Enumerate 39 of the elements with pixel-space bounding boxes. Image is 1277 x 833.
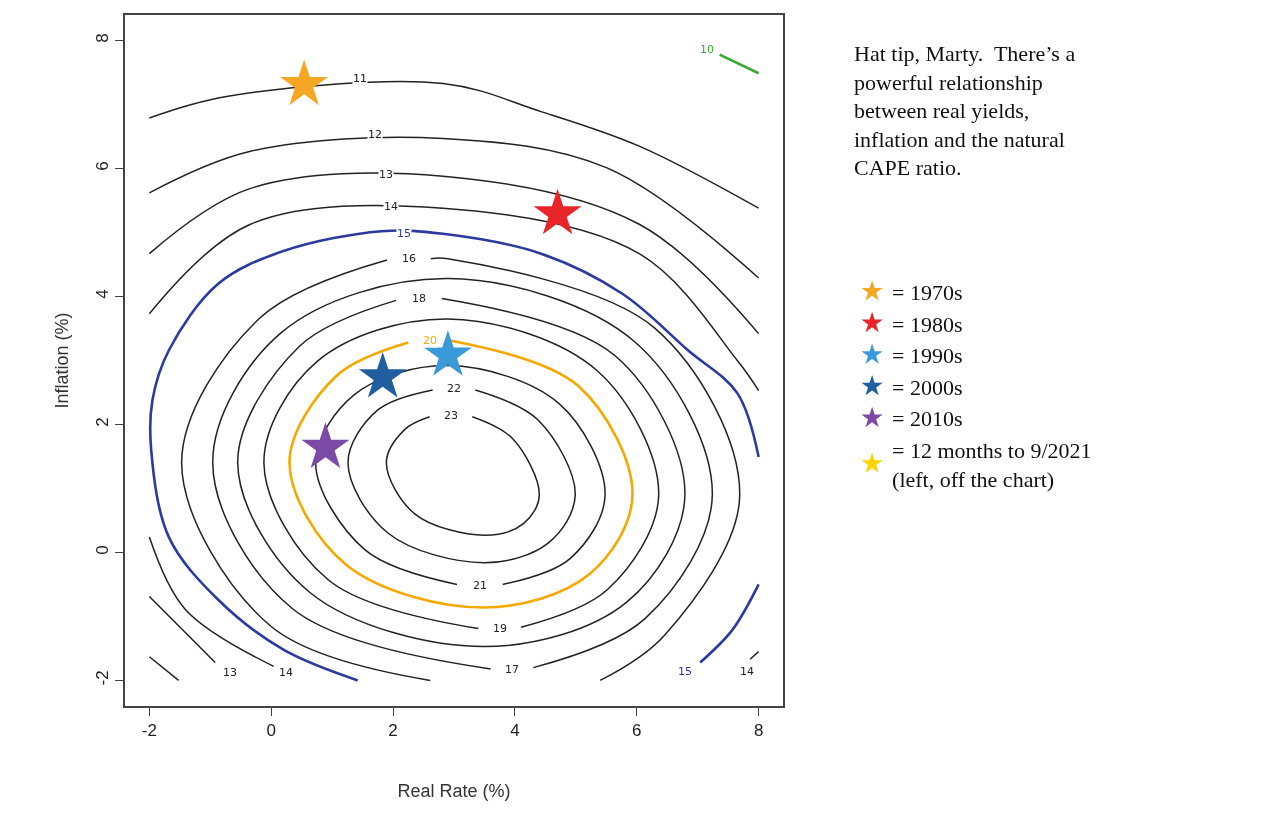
y-tick-label: 6 [93,161,113,171]
legend-label: = 2010s [892,406,963,432]
annotation: 14 [279,666,293,679]
x-tick-label: 2 [388,721,398,741]
annotation: 12 [368,128,382,141]
annotation: 11 [353,72,367,85]
legend-label: = 2000s [892,374,963,400]
annotation: 14 [740,665,754,678]
y-tick-label: 4 [93,289,113,299]
x-tick-label: 8 [753,721,764,741]
annotation: 17 [505,663,519,676]
annotation: 22 [447,382,461,395]
x-tick-label: 0 [266,721,276,741]
legend-label: = 1970s [892,280,963,306]
legend-label: = 12 months to 9/2021 (left, off the chart) [892,438,1092,492]
y-axis-title: Inflation (%) [52,312,73,409]
x-tick-label: 6 [632,721,642,741]
annotation: 18 [412,292,426,305]
x-axis-title: Real Rate (%) [397,780,511,801]
annotation: 19 [493,622,507,635]
annotation: 13 [379,168,393,181]
annotation: 14 [384,200,398,213]
annotation: 20 [423,334,437,347]
x-tick-label: -2 [141,721,157,741]
y-tick-label: 0 [93,545,113,555]
annotation: 10 [700,43,714,56]
y-tick-label: 2 [93,417,113,427]
annotation: 23 [444,409,458,422]
x-tick-label: 4 [510,721,520,741]
annotation: 15 [678,665,692,678]
legend-label: = 1980s [892,311,963,337]
annotation: 15 [397,227,411,240]
annotation: 21 [473,579,487,592]
text: Hat tip, Marty. There’s a powerful relationship between real yields, inflation and the natural CAPE ratio. [854,41,1076,181]
legend-label: = 1990s [892,343,963,369]
annotation: 16 [402,252,416,265]
y-tick-label: 8 [93,33,113,43]
y-tick-label: -2 [93,670,113,686]
annotation: 13 [223,666,237,679]
